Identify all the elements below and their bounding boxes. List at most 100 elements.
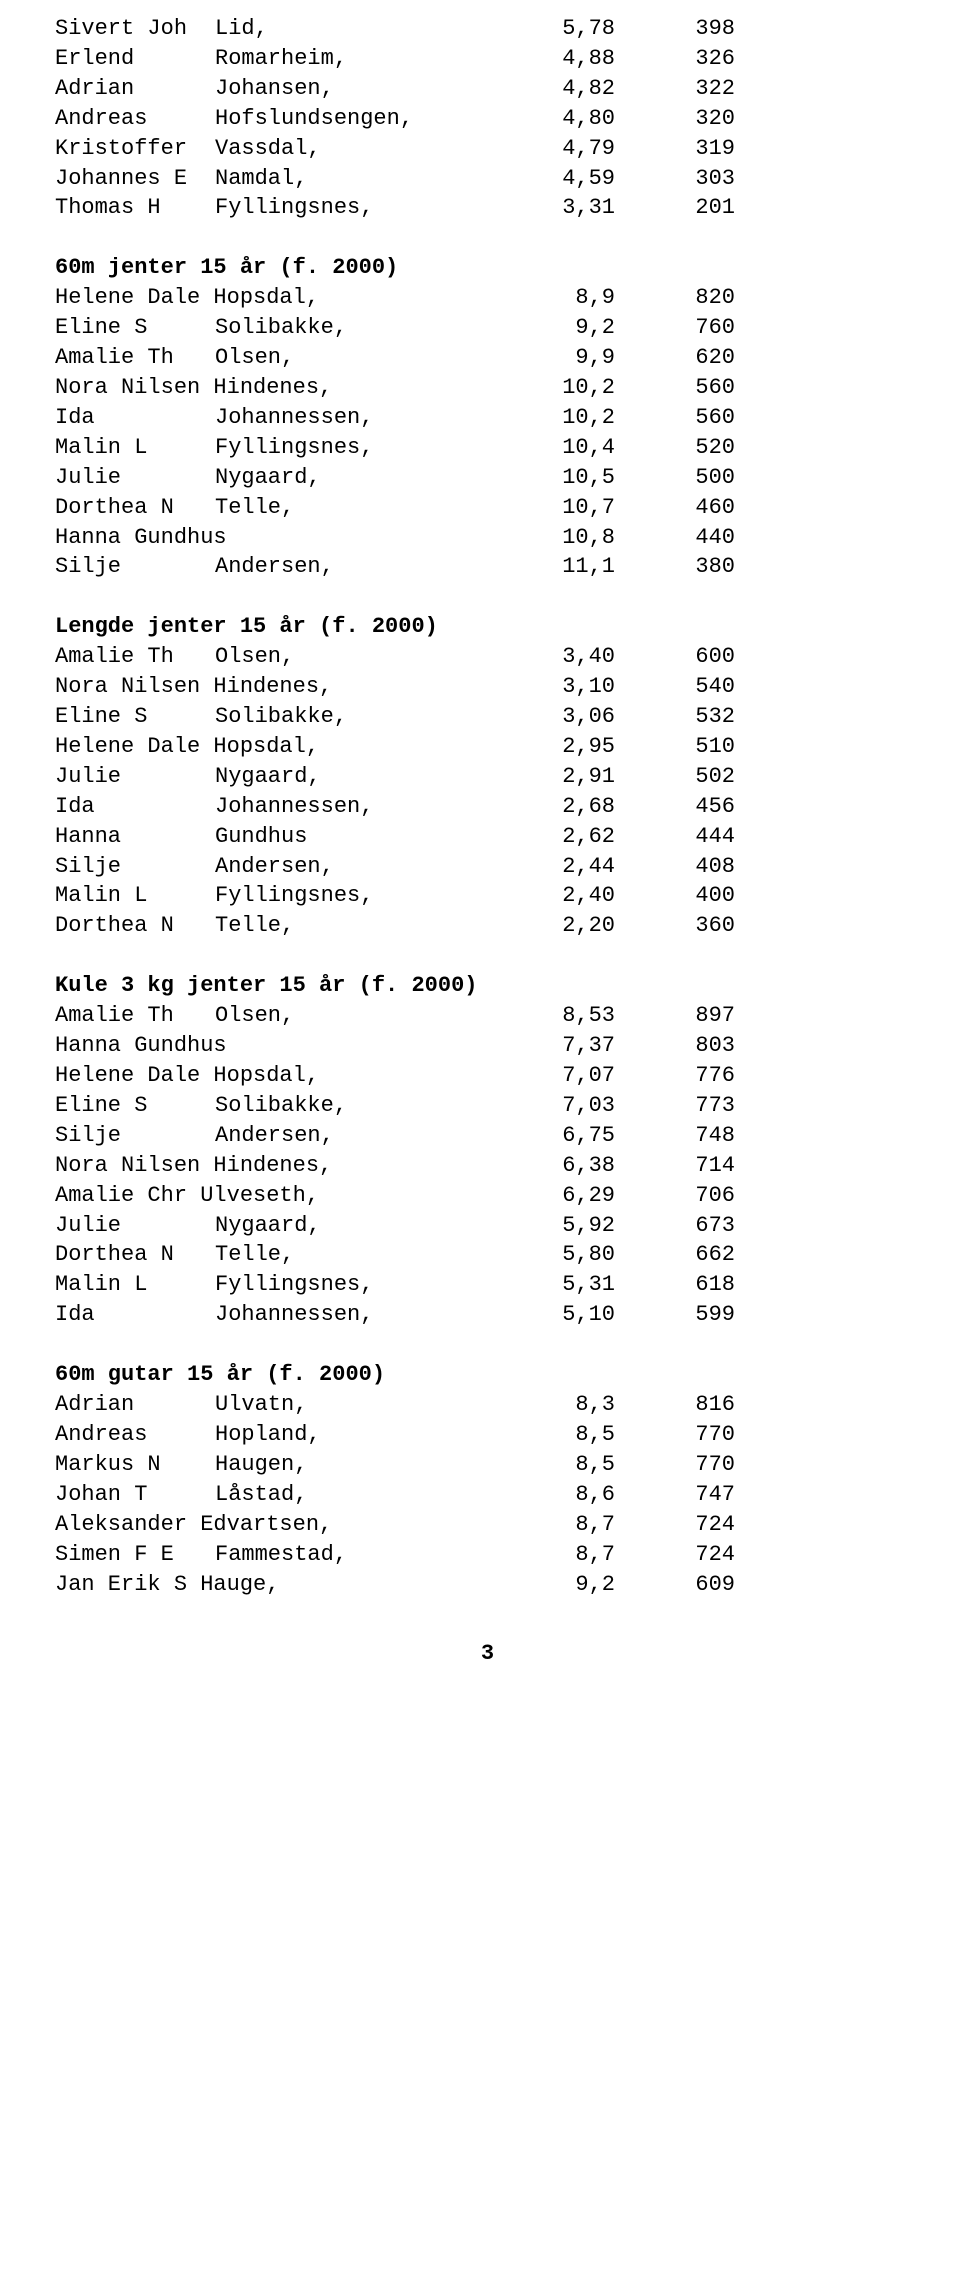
score-cell: 444 xyxy=(615,822,735,852)
last-name-cell: Hopland, xyxy=(215,1420,495,1450)
value-cell: 4,82 xyxy=(495,74,615,104)
score-cell: 510 xyxy=(615,732,735,762)
value-cell: 5,31 xyxy=(495,1270,615,1300)
last-name-cell: Olsen, xyxy=(215,343,495,373)
last-name-cell: Solibakke, xyxy=(215,702,495,732)
last-name-cell: Romarheim, xyxy=(215,44,495,74)
score-cell: 201 xyxy=(615,193,735,223)
value-cell: 2,40 xyxy=(495,881,615,911)
result-row: Hanna Gundhus7,37803 xyxy=(55,1031,920,1061)
score-cell: 897 xyxy=(615,1001,735,1031)
first-name-cell: Erlend xyxy=(55,44,215,74)
score-cell: 770 xyxy=(615,1450,735,1480)
first-name-cell: Dorthea N xyxy=(55,493,215,523)
value-cell: 11,1 xyxy=(495,552,615,582)
value-cell: 7,37 xyxy=(495,1031,615,1061)
result-row: AndreasHofslundsengen,4,80320 xyxy=(55,104,920,134)
last-name-cell: Vassdal, xyxy=(215,134,495,164)
last-name-cell: Fyllingsnes, xyxy=(215,433,495,463)
result-row: Amalie ThOlsen,9,9620 xyxy=(55,343,920,373)
score-cell: 502 xyxy=(615,762,735,792)
name-cell: Helene Dale Hopsdal, xyxy=(55,283,495,313)
first-name-cell: Eline S xyxy=(55,313,215,343)
last-name-cell: Johannessen, xyxy=(215,792,495,822)
result-row: KristofferVassdal,4,79319 xyxy=(55,134,920,164)
first-name-cell: Simen F E xyxy=(55,1540,215,1570)
score-cell: 440 xyxy=(615,523,735,553)
first-name-cell: Adrian xyxy=(55,74,215,104)
last-name-cell: Nygaard, xyxy=(215,762,495,792)
first-name-cell: Ida xyxy=(55,792,215,822)
value-cell: 10,5 xyxy=(495,463,615,493)
section: Lengde jenter 15 år (f. 2000)Amalie ThOl… xyxy=(55,612,920,941)
score-cell: 322 xyxy=(615,74,735,104)
section: 60m jenter 15 år (f. 2000)Helene Dale Ho… xyxy=(55,253,920,582)
result-row: Eline SSolibakke,9,2760 xyxy=(55,313,920,343)
score-cell: 599 xyxy=(615,1300,735,1330)
value-cell: 8,7 xyxy=(495,1540,615,1570)
section: Sivert JohLid,5,78398ErlendRomarheim,4,8… xyxy=(55,14,920,223)
name-cell: Hanna Gundhus xyxy=(55,1031,495,1061)
first-name-cell: Kristoffer xyxy=(55,134,215,164)
score-cell: 303 xyxy=(615,164,735,194)
name-cell: Hanna Gundhus xyxy=(55,523,495,553)
last-name-cell: Låstad, xyxy=(215,1480,495,1510)
last-name-cell: Nygaard, xyxy=(215,1211,495,1241)
score-cell: 724 xyxy=(615,1540,735,1570)
result-row: Aleksander Edvartsen,8,7724 xyxy=(55,1510,920,1540)
result-row: Johannes ENamdal,4,59303 xyxy=(55,164,920,194)
value-cell: 3,06 xyxy=(495,702,615,732)
result-row: Markus NHaugen,8,5770 xyxy=(55,1450,920,1480)
last-name-cell: Nygaard, xyxy=(215,463,495,493)
last-name-cell: Olsen, xyxy=(215,642,495,672)
first-name-cell: Amalie Th xyxy=(55,642,215,672)
value-cell: 8,9 xyxy=(495,283,615,313)
name-cell: Helene Dale Hopsdal, xyxy=(55,1061,495,1091)
first-name-cell: Julie xyxy=(55,762,215,792)
result-row: Amalie ThOlsen,8,53897 xyxy=(55,1001,920,1031)
first-name-cell: Malin L xyxy=(55,433,215,463)
score-cell: 609 xyxy=(615,1570,735,1600)
value-cell: 2,44 xyxy=(495,852,615,882)
first-name-cell: Dorthea N xyxy=(55,1240,215,1270)
score-cell: 773 xyxy=(615,1091,735,1121)
last-name-cell: Fyllingsnes, xyxy=(215,1270,495,1300)
score-cell: 326 xyxy=(615,44,735,74)
last-name-cell: Fyllingsnes, xyxy=(215,881,495,911)
last-name-cell: Telle, xyxy=(215,493,495,523)
score-cell: 714 xyxy=(615,1151,735,1181)
result-row: Eline SSolibakke,3,06532 xyxy=(55,702,920,732)
score-cell: 398 xyxy=(615,14,735,44)
name-cell: Aleksander Edvartsen, xyxy=(55,1510,495,1540)
value-cell: 2,20 xyxy=(495,911,615,941)
value-cell: 9,2 xyxy=(495,313,615,343)
last-name-cell: Olsen, xyxy=(215,1001,495,1031)
section: 60m gutar 15 år (f. 2000)AdrianUlvatn,8,… xyxy=(55,1360,920,1599)
result-row: IdaJohannessen,5,10599 xyxy=(55,1300,920,1330)
score-cell: 532 xyxy=(615,702,735,732)
last-name-cell: Solibakke, xyxy=(215,1091,495,1121)
value-cell: 8,5 xyxy=(495,1450,615,1480)
first-name-cell: Silje xyxy=(55,1121,215,1151)
result-row: Nora Nilsen Hindenes,10,2560 xyxy=(55,373,920,403)
result-row: HannaGundhus2,62444 xyxy=(55,822,920,852)
first-name-cell: Malin L xyxy=(55,1270,215,1300)
result-row: Sivert JohLid,5,78398 xyxy=(55,14,920,44)
result-row: JulieNygaard,5,92673 xyxy=(55,1211,920,1241)
section-heading: 60m gutar 15 år (f. 2000) xyxy=(55,1360,920,1390)
result-row: IdaJohannessen,2,68456 xyxy=(55,792,920,822)
value-cell: 8,5 xyxy=(495,1420,615,1450)
score-cell: 460 xyxy=(615,493,735,523)
section-heading: Lengde jenter 15 år (f. 2000) xyxy=(55,612,920,642)
name-cell: Jan Erik S Hauge, xyxy=(55,1570,495,1600)
result-row: AdrianUlvatn,8,3816 xyxy=(55,1390,920,1420)
result-row: Amalie ThOlsen,3,40600 xyxy=(55,642,920,672)
result-row: Nora Nilsen Hindenes,6,38714 xyxy=(55,1151,920,1181)
result-row: Eline SSolibakke,7,03773 xyxy=(55,1091,920,1121)
score-cell: 319 xyxy=(615,134,735,164)
score-cell: 706 xyxy=(615,1181,735,1211)
result-row: SiljeAndersen,6,75748 xyxy=(55,1121,920,1151)
last-name-cell: Fyllingsnes, xyxy=(215,193,495,223)
value-cell: 5,10 xyxy=(495,1300,615,1330)
first-name-cell: Silje xyxy=(55,852,215,882)
